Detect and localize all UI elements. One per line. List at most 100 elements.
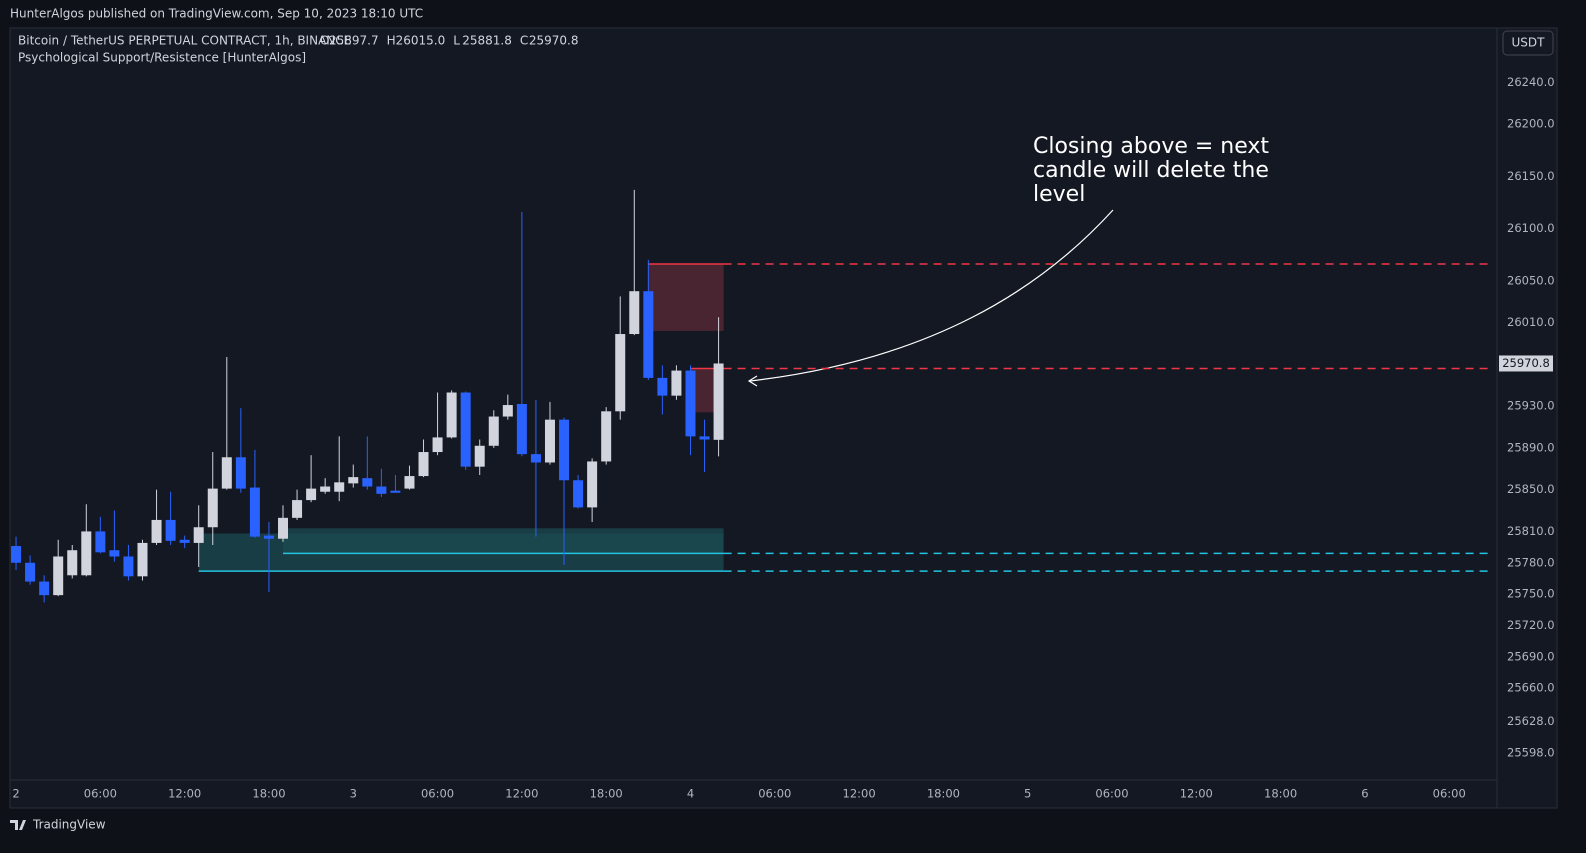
candle-body <box>11 546 22 563</box>
candle-body <box>362 478 373 487</box>
candle-body <box>151 519 162 543</box>
candle-body <box>193 527 204 543</box>
x-tick-label: 12:00 <box>1180 787 1213 801</box>
ohlc-prefix: O <box>320 34 329 48</box>
symbol: Bitcoin / TetherUS PERPETUAL CONTRACT, 1… <box>18 34 351 48</box>
candle-body <box>320 486 331 492</box>
candle-body <box>95 531 106 553</box>
candle-body <box>67 550 78 576</box>
candle-body <box>348 477 359 484</box>
annotation: candle will delete the <box>1033 158 1269 183</box>
candle-body <box>53 556 64 596</box>
x-tick-label: 18:00 <box>927 787 960 801</box>
arrow-head <box>747 375 758 387</box>
candle-body <box>109 550 120 557</box>
candle-body <box>544 419 555 463</box>
y-tick-label: 26200.0 <box>1507 117 1555 131</box>
zone <box>648 264 724 331</box>
candle-body <box>488 416 499 446</box>
y-tick-label: 26100.0 <box>1507 221 1555 235</box>
zone <box>283 528 724 554</box>
candle-body <box>530 454 541 463</box>
ohlc-value: 25897.7 <box>329 34 379 48</box>
y-tick-label: 25750.0 <box>1507 587 1555 601</box>
candle-body <box>432 437 443 453</box>
x-tick-label: 18:00 <box>590 787 623 801</box>
candle-body <box>123 556 134 577</box>
x-tick-label: 18:00 <box>252 787 285 801</box>
candle-body <box>263 535 274 539</box>
candle-body <box>390 490 401 493</box>
candle-body <box>235 457 246 489</box>
y-tick-label: 25660.0 <box>1507 681 1555 695</box>
candle-body <box>699 436 710 440</box>
candle-body <box>615 334 626 412</box>
candle-body <box>278 517 289 539</box>
x-tick-label: 06:00 <box>1433 787 1466 801</box>
y-tick-label: 25810.0 <box>1507 524 1555 538</box>
publish-header: HunterAlgos published on TradingView.com… <box>10 7 423 21</box>
annotation-arrow <box>749 209 1114 382</box>
candle-body <box>671 370 682 396</box>
chart-frame <box>9 27 1558 809</box>
candle-body <box>207 488 218 528</box>
candle-body <box>179 539 190 543</box>
candle-body <box>643 291 654 378</box>
x-tick-label: 06:00 <box>421 787 454 801</box>
x-tick-label: 06:00 <box>84 787 117 801</box>
currency[interactable]: USDT <box>1512 36 1546 50</box>
y-tick-label: 26050.0 <box>1507 273 1555 287</box>
candle-body <box>516 404 527 455</box>
brand: TradingView <box>32 818 106 832</box>
candle-body <box>460 392 471 467</box>
candle-body <box>165 519 176 541</box>
last-price: 25970.8 <box>1502 356 1550 370</box>
candle-body <box>657 377 668 396</box>
y-tick-label: 25890.0 <box>1507 440 1555 454</box>
y-tick-label: 26240.0 <box>1507 75 1555 89</box>
candle-body <box>292 500 303 518</box>
ohlc-value: 25970.8 <box>529 34 579 48</box>
y-tick-label: 25780.0 <box>1507 555 1555 569</box>
ohlc-value: 26015.0 <box>396 34 446 48</box>
last-price-box <box>1499 355 1553 372</box>
candle-body <box>376 486 387 494</box>
candle-body <box>601 411 612 462</box>
candle-body <box>713 363 724 440</box>
brand-logo <box>10 820 26 830</box>
annotation: Closing above = next <box>1033 134 1269 159</box>
candle-body <box>404 476 415 489</box>
candle-body <box>559 419 570 481</box>
x-tick-label: 3 <box>350 787 357 801</box>
currency-button[interactable] <box>1502 30 1554 56</box>
x-tick-label: 12:00 <box>505 787 538 801</box>
ohlc-prefix: L <box>453 34 460 48</box>
candle-body <box>587 461 598 508</box>
x-tick-label: 06:00 <box>758 787 791 801</box>
candle-body <box>306 488 317 501</box>
y-tick-label: 26010.0 <box>1507 315 1555 329</box>
x-tick-label: 06:00 <box>1095 787 1128 801</box>
x-tick-label: 5 <box>1024 787 1031 801</box>
candle-body <box>39 581 50 596</box>
candle-body <box>685 370 696 437</box>
x-tick-label: 2 <box>12 787 19 801</box>
candle-body <box>502 405 513 417</box>
candle-body <box>81 531 92 576</box>
y-tick-label: 25598.0 <box>1507 745 1555 759</box>
y-tick-label: 25690.0 <box>1507 649 1555 663</box>
x-tick-label: 12:00 <box>843 787 876 801</box>
candle-body <box>334 482 345 492</box>
candle-body <box>474 445 485 467</box>
candle-body <box>418 452 429 477</box>
candle-body <box>25 562 36 582</box>
ohlc-value: 25881.8 <box>462 34 512 48</box>
candle-body <box>629 291 640 335</box>
x-tick-label: 6 <box>1361 787 1368 801</box>
x-tick-label: 12:00 <box>168 787 201 801</box>
ohlc-prefix: C <box>520 34 528 48</box>
candle-body <box>221 457 232 489</box>
y-tick-label: 25720.0 <box>1507 618 1555 632</box>
y-tick-label: 25930.0 <box>1507 399 1555 413</box>
